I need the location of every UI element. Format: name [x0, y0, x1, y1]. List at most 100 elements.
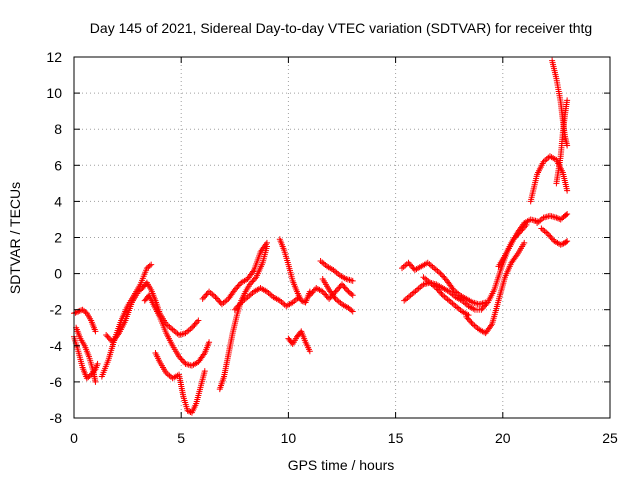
- data-point: [480, 303, 487, 310]
- y-tick-label: 8: [54, 121, 62, 137]
- x-tick-label: 20: [495, 430, 511, 446]
- data-point: [408, 262, 415, 269]
- data-point: [234, 303, 241, 310]
- data-point: [235, 302, 242, 309]
- series-arc-a: [71, 306, 99, 335]
- data-point: [306, 292, 313, 299]
- y-tick-label: 12: [46, 49, 62, 65]
- data-point: [468, 319, 475, 326]
- x-tick-label: 0: [70, 430, 78, 446]
- data-point: [236, 300, 243, 307]
- data-point: [438, 290, 445, 297]
- y-tick-label: 4: [54, 193, 62, 209]
- data-points: [71, 57, 571, 416]
- data-point: [482, 302, 489, 309]
- data-point: [202, 292, 209, 299]
- data-point: [349, 308, 356, 315]
- data-point: [212, 294, 219, 301]
- series-arc-v: [534, 211, 571, 227]
- data-point: [342, 285, 349, 292]
- data-point: [409, 264, 416, 271]
- data-point: [323, 292, 330, 299]
- data-point: [483, 300, 490, 307]
- data-point: [186, 408, 193, 415]
- data-point: [557, 241, 564, 248]
- data-point: [349, 292, 356, 299]
- data-point: [234, 283, 241, 290]
- data-point: [556, 215, 563, 222]
- data-point: [348, 291, 355, 298]
- y-tick-label: 6: [54, 157, 62, 173]
- data-point: [309, 289, 316, 296]
- data-point: [440, 273, 447, 280]
- data-point: [564, 142, 571, 149]
- data-point: [336, 284, 343, 291]
- data-point: [563, 239, 570, 246]
- data-point: [216, 298, 223, 305]
- x-axis-ticks: 0 5 10 15 20 25: [70, 57, 618, 446]
- data-point: [340, 282, 347, 289]
- series-arc-h: [199, 239, 270, 308]
- x-tick-label: 10: [281, 430, 297, 446]
- y-axis-label: SDTVAR / TECUs: [7, 182, 23, 294]
- data-point: [148, 261, 155, 268]
- data-point: [250, 277, 257, 284]
- data-point: [406, 261, 413, 268]
- series-arc-u: [527, 153, 571, 205]
- data-point: [299, 298, 306, 305]
- data-point: [332, 288, 339, 295]
- x-tick-label: 25: [602, 430, 618, 446]
- data-point: [201, 368, 208, 375]
- data-point: [178, 356, 185, 363]
- y-tick-label: 10: [46, 85, 62, 101]
- data-point: [335, 285, 342, 292]
- chart-title: Day 145 of 2021, Sidereal Day-to-day VTE…: [90, 20, 592, 36]
- data-point: [92, 328, 99, 335]
- data-point: [521, 239, 528, 246]
- series-arc-b: [71, 333, 101, 382]
- data-point: [479, 305, 486, 312]
- data-point: [231, 286, 238, 293]
- y-tick-label: -8: [50, 410, 63, 426]
- data-point: [203, 291, 210, 298]
- series-arc-e: [103, 279, 202, 346]
- series-arc-g: [152, 350, 208, 416]
- data-point: [235, 282, 242, 289]
- data-point: [563, 211, 570, 218]
- data-point: [478, 306, 485, 313]
- data-point: [104, 333, 111, 340]
- series-arc-t: [495, 216, 541, 270]
- series-arc-o: [319, 276, 356, 315]
- data-point: [213, 295, 220, 302]
- y-tick-label: -4: [50, 338, 63, 354]
- data-point: [200, 294, 207, 301]
- data-point: [177, 355, 184, 362]
- data-point: [138, 286, 145, 293]
- data-point: [191, 321, 198, 328]
- data-point: [435, 287, 442, 294]
- data-point: [333, 287, 340, 294]
- data-point: [306, 348, 313, 355]
- data-point: [544, 230, 551, 237]
- y-tick-label: -6: [50, 374, 63, 390]
- x-axis-label: GPS time / hours: [288, 457, 395, 473]
- series-arc-s: [463, 239, 528, 337]
- data-point: [179, 357, 186, 364]
- data-point: [263, 243, 270, 250]
- data-point: [320, 290, 327, 297]
- data-point: [464, 315, 471, 322]
- data-point: [326, 295, 333, 302]
- data-point: [548, 235, 555, 242]
- data-point: [78, 307, 85, 314]
- data-point: [146, 262, 153, 269]
- data-point: [188, 324, 195, 331]
- series-arc-j: [231, 285, 303, 313]
- x-tick-label: 5: [177, 430, 185, 446]
- data-point: [92, 378, 99, 385]
- data-point: [339, 281, 345, 288]
- data-point: [438, 272, 445, 279]
- data-point: [564, 97, 571, 104]
- data-point: [233, 285, 240, 292]
- data-point: [176, 353, 183, 360]
